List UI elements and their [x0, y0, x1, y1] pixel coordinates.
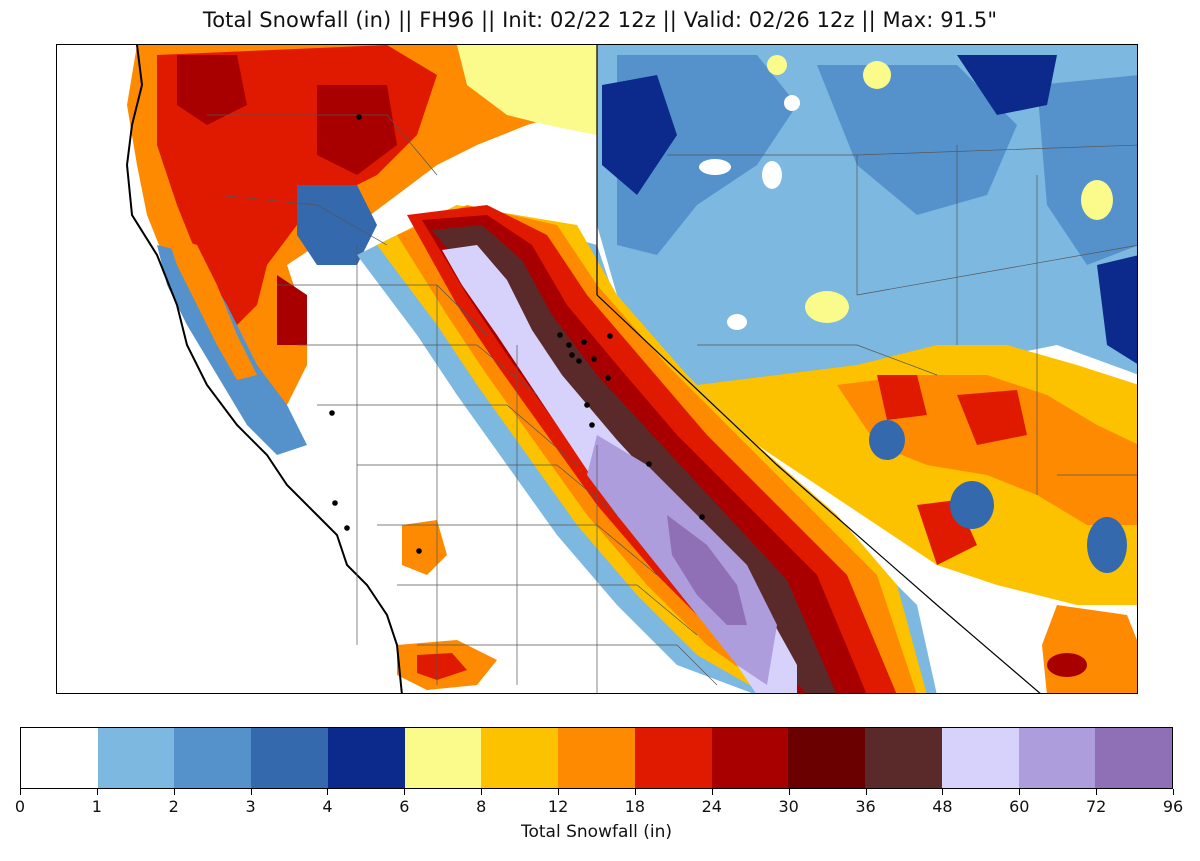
resort-marker	[344, 525, 350, 531]
colorbar-tick-label: 60	[1009, 797, 1030, 816]
colorbar-tick-label: 2	[168, 797, 179, 816]
colorbar-swatch	[251, 728, 328, 788]
colorbar-tick-mark	[711, 789, 713, 795]
colorbar-tick-label: 30	[778, 797, 799, 816]
colorbar-tick-mark	[250, 789, 252, 795]
colorbar-tick-label: 6	[399, 797, 410, 816]
colorbar-tick-label: 4	[322, 797, 333, 816]
resort-marker	[416, 548, 422, 554]
southern-nevada-blue-pockets	[869, 420, 1127, 573]
colorbar-tick-label: 8	[476, 797, 487, 816]
colorbar-tick-label: 48	[932, 797, 953, 816]
resort-marker	[576, 358, 582, 364]
colorbar-swatch	[174, 728, 252, 788]
sierra-deep-purple-core	[667, 515, 747, 625]
colorbar-tick-mark	[865, 789, 867, 795]
nevada-white-patches	[699, 95, 800, 330]
colorbar-ticks: 0 1 2 3 4 6 8 12 18 24 30 36 48 60 72 96	[15, 789, 1183, 819]
south-coast-red-patch	[417, 653, 467, 680]
colorbar-tick-label: 0	[14, 797, 26, 816]
resort-marker	[605, 375, 611, 381]
resort-marker	[591, 356, 597, 362]
nevada-yellow-spots	[767, 55, 1113, 323]
colorbar-swatch	[711, 728, 789, 788]
chart-title: Total Snowfall (in) || FH96 || Init: 02/…	[202, 8, 998, 32]
ski-resort-markers	[329, 114, 705, 554]
norcal-yellow-edge	[457, 45, 597, 135]
resort-marker	[699, 514, 705, 520]
colorbar-tick-mark	[1173, 789, 1174, 795]
resort-marker	[566, 342, 572, 348]
colorbar-swatch	[558, 728, 635, 788]
colorbar-tick-mark	[404, 789, 406, 795]
colorbar-tick-mark	[788, 789, 790, 795]
colorbar-tick-mark	[1096, 789, 1098, 795]
resort-marker	[329, 410, 335, 416]
colorbar-tick-mark	[634, 789, 636, 795]
colorbar-swatch	[865, 728, 942, 788]
coastal-range-orange-speckles	[167, 235, 257, 380]
resort-marker	[581, 339, 587, 345]
far-east-orange-patch	[1042, 605, 1137, 693]
colorbar-swatch	[404, 728, 482, 788]
resort-marker	[584, 402, 590, 408]
colorbar-tick-label: 36	[855, 797, 876, 816]
colorbar-swatch	[97, 728, 175, 788]
county-borders	[207, 114, 1137, 693]
colorbar-tick-mark	[173, 789, 175, 795]
resort-marker	[589, 422, 595, 428]
colorbar-swatch	[941, 728, 1019, 788]
colorbar-swatch	[634, 728, 712, 788]
bay-area-orange-island	[402, 520, 447, 575]
resort-marker	[332, 500, 338, 506]
colorbar-tick-mark	[20, 789, 21, 795]
ca-nv-diagonal-border	[596, 294, 1041, 693]
resort-marker	[646, 461, 652, 467]
colorbar-tick-mark	[481, 789, 483, 795]
coastline	[125, 45, 403, 693]
colorbar-tick-mark	[96, 789, 98, 795]
resort-marker	[607, 333, 613, 339]
colorbar	[20, 727, 1173, 789]
colorbar-swatch	[327, 728, 405, 788]
colorbar-tick-mark	[558, 789, 560, 795]
snowfall-map	[56, 44, 1138, 694]
far-east-red-core	[1047, 653, 1087, 677]
colorbar-tick-label: 96	[1162, 797, 1184, 816]
colorbar-label: Total Snowfall (in)	[521, 822, 672, 842]
resort-marker	[557, 332, 563, 338]
southern-nevada-red-cores	[877, 375, 1027, 565]
colorbar-tick-label: 1	[91, 797, 102, 816]
colorbar-swatch	[21, 728, 98, 788]
colorbar-swatch	[788, 728, 866, 788]
colorbar-tick-mark	[942, 789, 944, 795]
colorbar-tick-mark	[1019, 789, 1021, 795]
colorbar-tick-label: 3	[245, 797, 256, 816]
nevada-mid-blue-patches	[617, 55, 1137, 265]
norcal-dark-red-cores	[177, 55, 397, 345]
colorbar-tick-mark	[327, 789, 329, 795]
colorbar-swatch	[1018, 728, 1096, 788]
resort-marker	[569, 352, 575, 358]
resort-marker	[356, 114, 362, 120]
colorbar-tick-label: 12	[547, 797, 569, 816]
colorbar-tick-label: 72	[1085, 797, 1107, 816]
colorbar-swatch	[481, 728, 559, 788]
colorbar-tick-label: 24	[701, 797, 722, 816]
colorbar-tick-label: 18	[624, 797, 646, 816]
nevada-dark-blue-patches	[602, 55, 1137, 364]
colorbar-swatch	[1095, 728, 1173, 788]
